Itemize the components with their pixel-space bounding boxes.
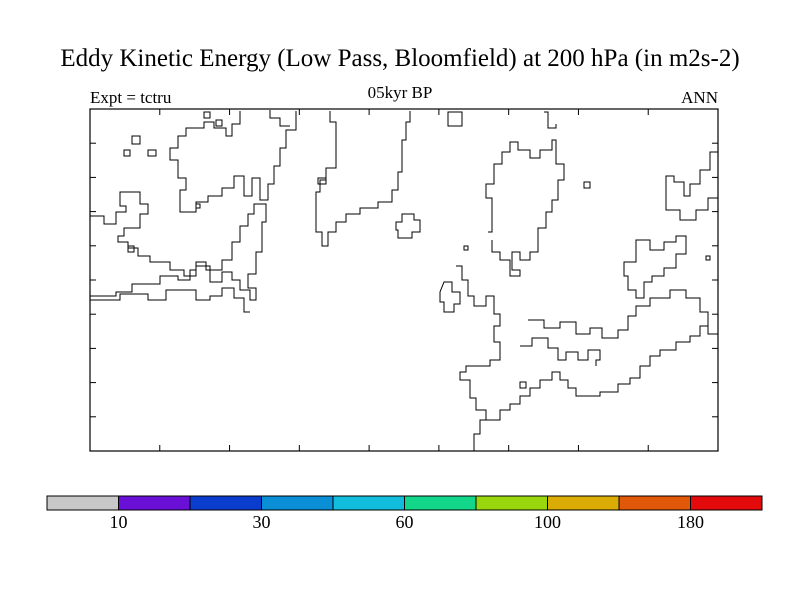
- colorbar-tick-label: 60: [395, 512, 414, 532]
- coastline-gulf-coast: [90, 287, 250, 313]
- coastline-iceland: [395, 213, 421, 239]
- colorbar-swatch: [189, 495, 262, 511]
- colorbar-swatch: [332, 495, 405, 511]
- island-5: [215, 119, 223, 127]
- season-label: ANN: [681, 88, 718, 107]
- coastline-scandinavia: [485, 139, 565, 277]
- experiment-label: Expt = tctru: [90, 88, 172, 107]
- colorbar: [46, 495, 763, 511]
- coastline-britain: [439, 281, 461, 313]
- island-3: [123, 149, 131, 157]
- island-7: [544, 111, 557, 129]
- coastline-caspian: [623, 235, 687, 299]
- colorbar-swatch: [690, 495, 763, 511]
- colorbar-swatch: [404, 495, 477, 511]
- island-1: [131, 135, 141, 145]
- colorbar-swatch: [618, 495, 691, 511]
- coastline-siberia: [665, 151, 718, 221]
- island-6: [447, 111, 463, 127]
- map-ticks: [90, 109, 718, 451]
- coastline-balkans: [520, 337, 601, 366]
- island-14: [127, 245, 135, 253]
- island-8: [269, 110, 290, 127]
- colorbar-swatch: [118, 495, 191, 511]
- colorbar-tick-label: 180: [677, 512, 704, 532]
- colorbar-swatch: [261, 495, 334, 511]
- island-13: [195, 203, 201, 209]
- colorbar-tick-label: 30: [252, 512, 271, 532]
- colorbar-swatch: [547, 495, 620, 511]
- chart-title: Eddy Kinetic Energy (Low Pass, Bloomfiel…: [60, 45, 740, 72]
- coastline-black-sea: [528, 289, 709, 339]
- colorbar-tick-label: 100: [534, 512, 561, 532]
- coastline-greenland: [315, 111, 411, 247]
- island-11: [705, 255, 711, 261]
- coastline-europe-west: [456, 265, 501, 451]
- colorbar-tick-label: 10: [109, 512, 128, 532]
- coastline-mediterranean-north: [486, 325, 718, 421]
- island-10: [583, 181, 591, 189]
- island-15: [519, 381, 527, 389]
- island-2: [147, 149, 157, 157]
- coastlines: [90, 110, 718, 451]
- colorbar-swatch: [46, 495, 119, 511]
- island-9: [463, 245, 469, 251]
- island-12: [317, 177, 327, 185]
- island-4: [203, 111, 211, 119]
- period-label: 05kyr BP: [367, 83, 433, 102]
- coastline-north-america: [90, 191, 267, 301]
- colorbar-swatch: [475, 495, 548, 511]
